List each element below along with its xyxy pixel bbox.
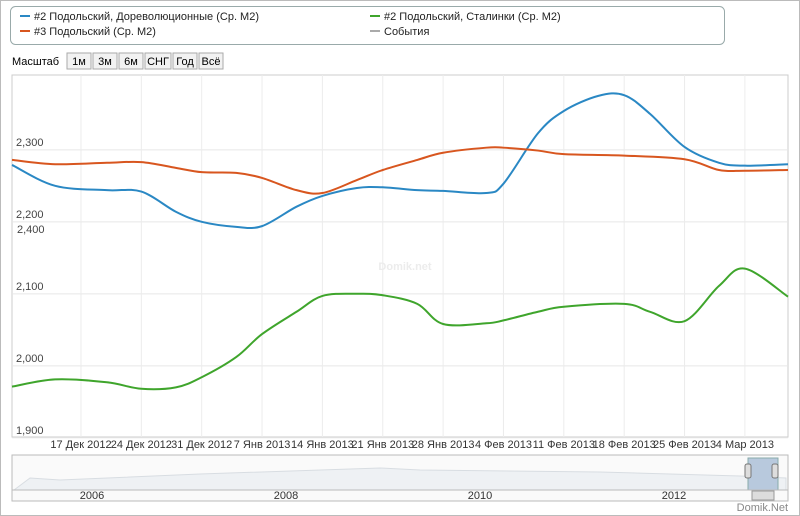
- zoom-button-label[interactable]: СНГ: [147, 56, 169, 68]
- grid: 1,900 2,000 2,100 2,200 2,300: [12, 75, 788, 439]
- legend-label: #2 Подольский, Дореволюционные (Ср. М2): [34, 11, 259, 23]
- zoom-button-label[interactable]: Всё: [202, 56, 221, 68]
- navigator-scroll[interactable]: [751, 490, 775, 501]
- navigator-spark: [12, 467, 787, 491]
- x-tick-label: 28 Янв 2013: [412, 439, 475, 451]
- x-tick-label: 17 Дек 2012: [50, 439, 111, 451]
- series-line: [11, 92, 789, 230]
- footer: Domik.Net: [737, 502, 788, 514]
- scale-label: Масштаб: [12, 56, 59, 68]
- stray-axis-label: 2,400: [17, 224, 45, 236]
- watermark: Domik.net: [378, 261, 432, 273]
- zoom-button[interactable]: [172, 52, 198, 70]
- legend-label: События: [384, 26, 429, 38]
- series-line: [11, 267, 789, 391]
- x-tick-label: 4 Фев 2013: [475, 439, 532, 451]
- zoom-button-label[interactable]: 6м: [124, 56, 138, 68]
- lines: [11, 92, 789, 391]
- zoom-button-label[interactable]: Год: [176, 56, 194, 68]
- zoom-button-label[interactable]: 3м: [98, 56, 112, 68]
- x-tick-label: 21 Янв 2013: [351, 439, 414, 451]
- legend-label: #2 Подольский, Сталинки (Ср. М2): [384, 11, 561, 23]
- zoom-button[interactable]: [118, 52, 144, 70]
- navigator-handle[interactable]: [771, 463, 779, 479]
- navigator-year: 2012: [662, 490, 686, 502]
- legend-box: [10, 6, 725, 45]
- x-tick-label: 7 Янв 2013: [234, 439, 291, 451]
- zoom-button[interactable]: [198, 52, 224, 70]
- zoom-buttons: 1м 3м 6м СНГ Год Всё: [66, 52, 224, 70]
- series-line: [11, 146, 789, 195]
- zoom-button[interactable]: [92, 52, 118, 70]
- navigator-handle[interactable]: [744, 463, 752, 479]
- y-tick-label: 2,300: [16, 137, 44, 149]
- x-tick-label: 11 Фев 2013: [533, 439, 595, 451]
- y-tick-label: 2,000: [16, 353, 44, 365]
- x-tick-label: 14 Янв 2013: [291, 439, 354, 451]
- x-tick-label: 24 Дек 2012: [111, 439, 172, 451]
- y-tick-label: 2,200: [16, 209, 44, 221]
- x-tick-label: 18 Фев 2013: [593, 439, 656, 451]
- legend: #2 Подольский, Дореволюционные (Ср. М2) #…: [20, 11, 561, 38]
- x-tick-label: 25 Фев 2013: [653, 439, 716, 451]
- y-tick-label: 2,100: [16, 281, 44, 293]
- x-tick-label: 31 Дек 2012: [171, 439, 232, 451]
- zoom-button-label[interactable]: 1м: [72, 56, 86, 68]
- y-tick-label: 1,900: [16, 425, 44, 437]
- navigator-year: 2006: [80, 490, 104, 502]
- navigator-year: 2010: [468, 490, 492, 502]
- x-tick-label: 4 Мар 2013: [716, 439, 774, 451]
- navigator-year: 2008: [274, 490, 298, 502]
- legend-label: #3 Подольский (Ср. М2): [34, 26, 156, 38]
- plot-area: [11, 74, 789, 438]
- zoom-button[interactable]: [66, 52, 92, 70]
- zoom-button[interactable]: [144, 52, 172, 70]
- navigator-years: 2006 2008 2010 2012: [80, 490, 686, 502]
